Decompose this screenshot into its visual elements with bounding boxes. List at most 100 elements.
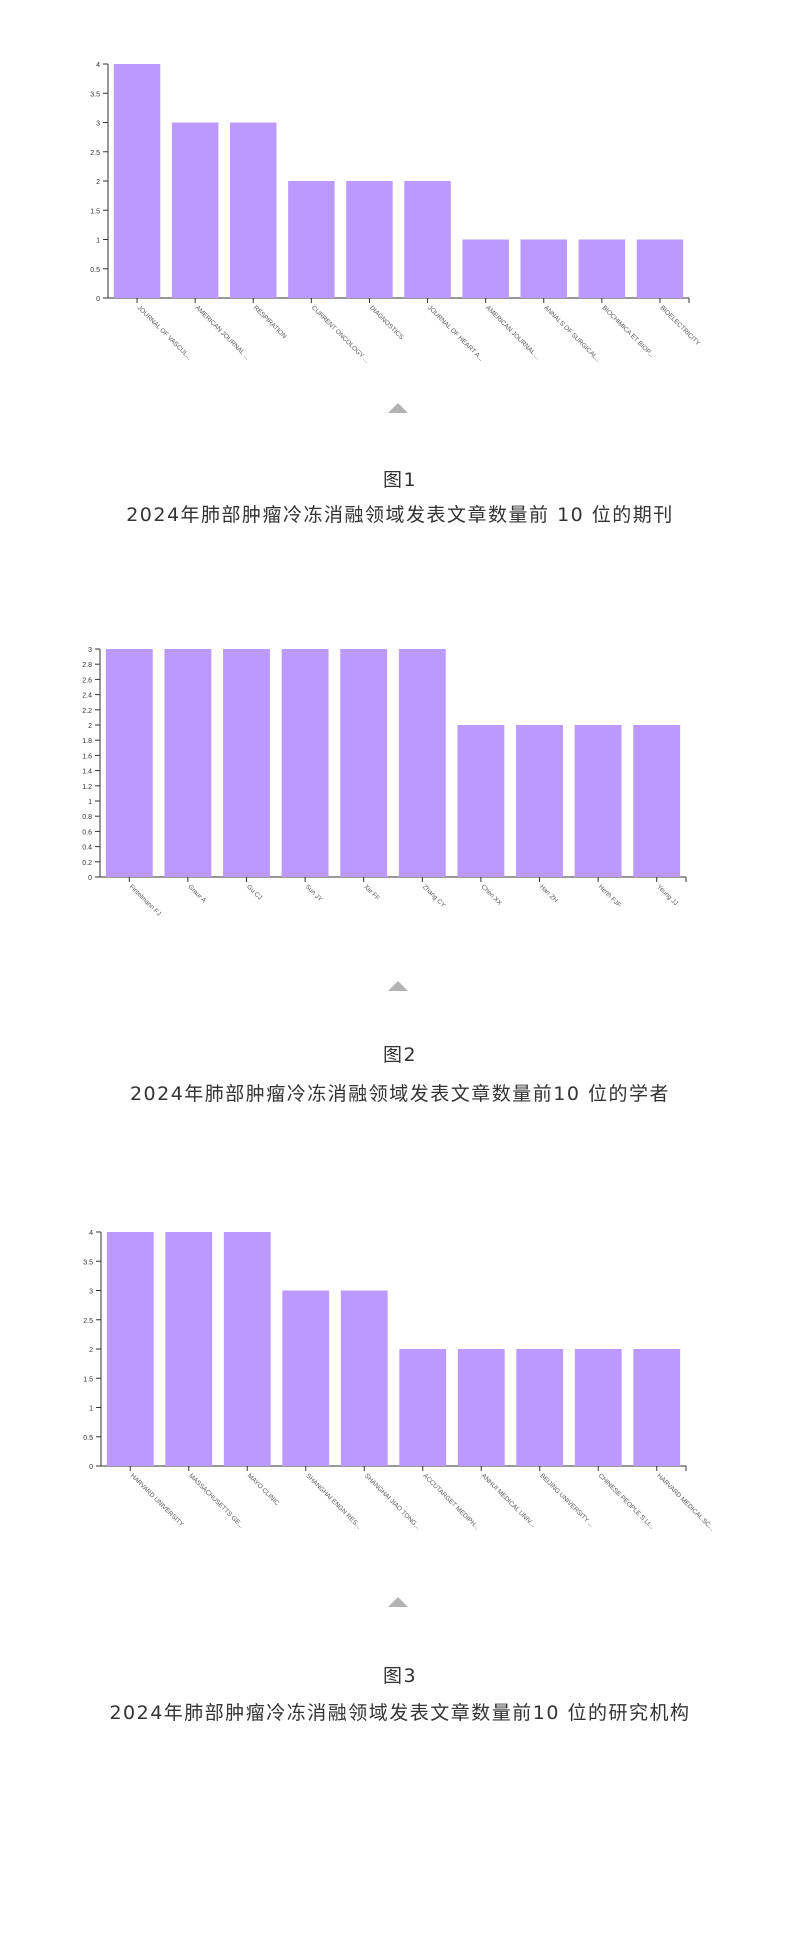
y-tick-label: 1.8 — [82, 738, 92, 745]
bar — [457, 1349, 505, 1466]
x-tick-label: Zhang CY — [421, 883, 447, 909]
figure-label-3: 图3 — [382, 1665, 418, 1687]
bar — [457, 725, 505, 877]
y-tick-label: 0.4 — [82, 845, 92, 852]
y-tick-label: 0 — [96, 296, 100, 303]
x-tick-label: Yeung JJ — [655, 883, 679, 907]
bar — [399, 1349, 447, 1466]
y-tick-label: 2.5 — [90, 150, 100, 157]
bar — [223, 1232, 271, 1466]
x-tick-label: AMERICAN JOURNAL ... — [194, 304, 251, 361]
y-tick-label: 1.4 — [82, 769, 92, 776]
x-tick-label: Chen XX — [479, 883, 503, 907]
bar — [106, 1232, 154, 1466]
bar — [516, 725, 563, 877]
x-tick-label: ANNALS OF SURGICAL... — [542, 304, 602, 364]
y-tick-label: 0.8 — [82, 814, 92, 821]
y-tick-label: 1 — [88, 799, 92, 806]
collapse-triangle-icon[interactable] — [388, 1597, 408, 1607]
y-tick-label: 0.5 — [90, 267, 100, 274]
y-tick-label: 0.2 — [82, 860, 92, 867]
x-tick-label: HARVARD UNIVERSITY — [129, 1472, 185, 1528]
bar — [113, 64, 161, 298]
bar — [340, 649, 388, 877]
x-tick-label: ANHUI MEDICAL UNIV... — [480, 1472, 537, 1529]
y-tick-label: 2.2 — [82, 708, 92, 715]
x-tick-label: MASSACHUSETTS GE... — [187, 1472, 245, 1530]
x-tick-label: SHANGHAI ENGN RES... — [304, 1472, 362, 1530]
bar — [574, 725, 622, 877]
x-tick-label: BIOELECTRICITY — [659, 304, 702, 347]
x-tick-label: CURRENT ONCOLOGY ... — [310, 304, 370, 364]
y-tick-label: 1 — [96, 238, 100, 245]
y-tick-label: 1.5 — [90, 208, 100, 215]
y-tick-label: 2 — [89, 1347, 93, 1354]
y-tick-label: 1.5 — [83, 1376, 93, 1383]
bar — [281, 649, 329, 877]
bar — [282, 1290, 330, 1466]
collapse-triangle-icon[interactable] — [388, 403, 408, 413]
y-tick-label: 4 — [96, 62, 100, 69]
y-tick-label: 2.6 — [82, 677, 92, 684]
bar — [288, 181, 335, 298]
bar — [404, 181, 451, 298]
x-tick-label: Gu CJ — [245, 883, 263, 901]
x-tick-label: BEIJING UNIVERSITY ... — [538, 1472, 595, 1529]
y-tick-label: 2 — [96, 179, 100, 186]
y-tick-label: 0 — [88, 875, 92, 882]
x-tick-label: JOURNAL OF VASCUL... — [136, 304, 193, 361]
bar — [633, 725, 681, 877]
x-tick-label: Fintelmann FJ — [128, 883, 162, 917]
y-tick-label: 2.5 — [83, 1318, 93, 1325]
x-tick-label: Han ZH — [538, 883, 559, 904]
figure-caption-3: 2024年肺部肿瘤冷冻消融领域发表文章数量前10 位的研究机构 — [109, 1702, 691, 1724]
bar — [164, 649, 212, 877]
y-tick-label: 3 — [96, 121, 100, 128]
bar — [516, 1349, 564, 1466]
y-tick-label: 1.2 — [82, 784, 92, 791]
x-tick-label: MAYO CLINIC — [246, 1472, 281, 1507]
x-tick-label: JOURNAL OF HEART A... — [426, 304, 485, 363]
bar — [633, 1349, 681, 1466]
bar — [346, 181, 393, 298]
bar — [520, 239, 567, 298]
y-tick-label: 3 — [88, 647, 92, 654]
figure-label-2: 图2 — [382, 1044, 418, 1066]
x-tick-label: Graur A — [186, 883, 207, 904]
y-tick-label: 2.8 — [82, 662, 92, 669]
collapse-triangle-icon[interactable] — [388, 981, 408, 991]
bar — [462, 239, 509, 298]
bar — [165, 1232, 213, 1466]
x-tick-label: RESPIRATION — [252, 304, 288, 340]
y-tick-label: 2.4 — [82, 693, 92, 700]
x-tick-label: AMERICAN JOURNAL ... — [484, 304, 541, 361]
x-tick-label: SHANGHAI JIAO TONG... — [363, 1472, 422, 1531]
bar — [223, 649, 270, 877]
bar — [105, 649, 153, 877]
bar — [340, 1290, 388, 1466]
x-tick-label: DIAGNOSTICS — [368, 304, 405, 341]
y-tick-label: 3.5 — [90, 91, 100, 98]
bar — [230, 122, 277, 298]
y-tick-label: 0 — [89, 1464, 93, 1471]
bar — [171, 122, 219, 298]
figure-caption-1: 2024年肺部肿瘤冷冻消融领域发表文章数量前 10 位的期刊 — [126, 504, 674, 526]
y-tick-label: 1 — [89, 1406, 93, 1413]
bar — [398, 649, 446, 877]
figure-label-1: 图1 — [382, 469, 418, 491]
x-tick-label: Sun JY — [304, 883, 324, 903]
y-tick-label: 2 — [88, 723, 92, 730]
y-tick-label: 3 — [89, 1289, 93, 1296]
y-tick-label: 3.5 — [83, 1259, 93, 1266]
y-tick-label: 1.6 — [82, 753, 92, 760]
bar — [636, 239, 684, 298]
y-tick-label: 0.6 — [82, 829, 92, 836]
x-tick-label: BIOCHIMICA ET BIOP... — [600, 304, 655, 359]
bar — [574, 1349, 622, 1466]
y-tick-label: 4 — [89, 1230, 93, 1237]
x-tick-label: ACCUTARGET MEDIPH... — [421, 1472, 480, 1531]
figure-caption-2: 2024年肺部肿瘤冷冻消融领域发表文章数量前10 位的学者 — [129, 1083, 671, 1105]
x-tick-label: Xie FF — [362, 883, 381, 902]
bar — [578, 239, 626, 298]
